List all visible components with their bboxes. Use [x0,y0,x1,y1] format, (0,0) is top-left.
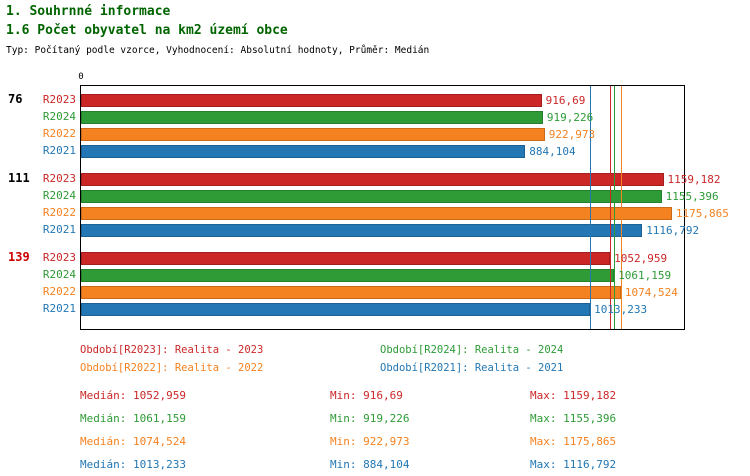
bar-R2023 [81,173,664,186]
bar-R2022 [81,207,672,220]
median-line-R2024 [614,86,616,329]
bar-value-label: 1013,233 [594,303,648,316]
plot-area: 916,69 919,226 922,973 884,104 1159,182 1155,… [80,85,729,330]
stat-max-R2022: Max: 1175,865 [530,435,617,448]
bar-value-label: 1074,524 [624,286,678,299]
bar-R2022 [81,286,621,299]
stat-median-R2024: Medián: 1061,159 [80,412,186,425]
report-title: 1. Souhrnné informace [6,4,171,19]
series-row-label: R2021 [42,223,76,236]
bar-value-label: 1061,159 [618,269,672,282]
series-row-label: R2024 [42,268,76,281]
series-row-label: R2022 [42,285,76,298]
series-row-label: R2023 [42,93,76,106]
stat-max-R2023: Max: 1159,182 [530,389,617,402]
legend-item-R2024: Období[R2024]: Realita - 2024 [380,344,564,356]
stat-median-R2022: Medián: 1074,524 [80,435,186,448]
group-label: 111 [8,171,30,185]
legend-item-R2023: Období[R2023]: Realita - 2023 [80,344,264,356]
bar-R2023 [81,94,542,107]
bar-value-label: 1116,792 [646,224,700,237]
bar-R2021 [81,145,526,158]
bar-R2021 [81,303,591,316]
bar-value-label: 1175,865 [675,207,729,220]
bar-R2024 [81,190,662,203]
bar-R2022 [81,128,545,141]
group-label: 76 [8,92,23,106]
stat-min-R2022: Min: 922,973 [330,435,410,448]
stat-median-R2023: Medián: 1052,959 [80,389,186,402]
median-line-R2023 [610,86,612,329]
bar-R2024 [81,269,615,282]
bar-R2023 [81,252,611,265]
section-title: 1.6 Počet obyvatel na km2 území obce [6,23,288,38]
series-row-label: R2021 [42,144,76,157]
legend: Období[R2023]: Realita - 2023 Období[R202… [0,344,750,378]
series-row-label: R2023 [42,251,76,264]
bar-value-label: 1159,182 [667,173,721,186]
axis-origin-label: 0 [78,72,84,82]
stat-max-R2021: Max: 1116,792 [530,458,617,471]
series-row-label: R2022 [42,206,76,219]
series-row-label: R2022 [42,127,76,140]
bar-R2024 [81,111,543,124]
series-row-label: R2023 [42,172,76,185]
legend-item-R2022: Období[R2022]: Realita - 2022 [80,362,264,374]
chart-meta-text: Typ: Počítaný podle vzorce, Vyhodnocení:… [6,45,430,56]
median-line-R2022 [620,86,622,329]
bar-value-label: 1052,959 [614,252,668,265]
stat-min-R2021: Min: 884,104 [330,458,410,471]
bar-value-label: 919,226 [546,111,594,124]
bar-R2021 [81,224,643,237]
bar-value-label: 1155,396 [665,190,719,203]
median-line-R2021 [590,86,592,329]
series-row-label: R2024 [42,110,76,123]
bar-value-label: 916,69 [545,94,586,107]
bar-value-label: 884,104 [529,145,576,158]
series-row-label: R2024 [42,189,76,202]
stat-min-R2023: Min: 916,69 [330,389,403,402]
group-label: 139 [8,250,30,264]
stat-min-R2024: Min: 919,226 [330,412,410,425]
stats-block: Medián: 1052,959 Min: 916,69 Max: 1159,182… [0,389,750,474]
stat-max-R2024: Max: 1155,396 [530,412,617,425]
legend-item-R2021: Období[R2021]: Realita - 2021 [380,362,564,374]
stat-median-R2021: Medián: 1013,233 [80,458,186,471]
series-row-label: R2021 [42,302,76,315]
bar-value-label: 922,973 [548,128,596,141]
